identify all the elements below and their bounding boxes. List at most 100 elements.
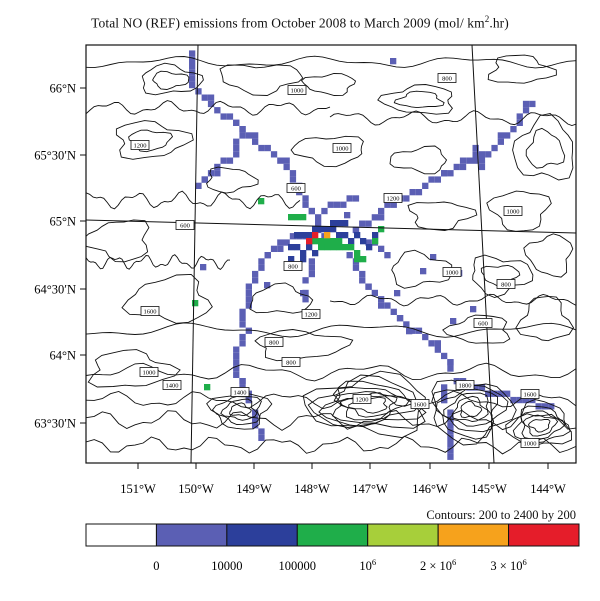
emission-cell: [422, 333, 429, 341]
contour-line: [220, 398, 258, 421]
emission-cell: [447, 434, 454, 441]
colorbar-segment: [85, 523, 157, 547]
contour-value-label: 800: [442, 75, 452, 82]
emission-cell: [541, 403, 549, 410]
contour-line: [389, 145, 448, 175]
emission-cell: [372, 232, 379, 239]
emission-cell: [200, 264, 207, 271]
contour-line: [219, 64, 304, 96]
emission-cell: [277, 245, 284, 252]
emission-cell: [378, 214, 385, 221]
contour-value-box: 1000: [332, 143, 352, 153]
emission-cell: [447, 409, 454, 416]
contour-value-box: 1600: [520, 389, 540, 399]
lon-label: 145°W: [471, 482, 507, 496]
lon-label: 148°W: [294, 482, 330, 496]
emission-cell: [478, 163, 486, 171]
lat-label: 64°30′N: [34, 283, 76, 297]
emission-cell: [378, 207, 385, 215]
emission-cell: [472, 144, 479, 152]
contour-value-label: 1000: [291, 87, 304, 94]
emission-cell: [434, 176, 441, 183]
emission-cell: [340, 201, 347, 208]
emission-cell: [491, 390, 498, 397]
emission-cell: [315, 214, 322, 221]
emission-cell: [189, 75, 196, 82]
emission-cell: [252, 138, 259, 145]
emission-cell: [258, 198, 265, 205]
contour-line: [431, 384, 509, 440]
emission-cell: [384, 201, 391, 208]
contour-value-box: 800: [283, 261, 303, 271]
graticule-lines: [86, 45, 576, 463]
contour-line: [472, 254, 534, 298]
emission-cell: [302, 201, 309, 208]
emission-cell: [346, 195, 353, 202]
emission-cell: [245, 283, 252, 290]
emission-cell: [529, 100, 536, 108]
emission-cell: [189, 56, 196, 63]
emission-cell: [264, 252, 271, 259]
emission-cell: [312, 238, 319, 245]
emission-cell: [300, 214, 307, 221]
contour-line: [460, 400, 483, 419]
contour-line: [443, 392, 493, 427]
contour-value-box: 1000: [287, 85, 307, 95]
emission-cell: [252, 277, 259, 284]
contour-line: [307, 374, 426, 429]
latitude-axis: 66°N 65°30′N 65°N 64°30′N 64°N 63°30′N: [34, 82, 86, 431]
contour-line: [86, 362, 576, 382]
emission-cell: [214, 107, 221, 114]
emission-cell: [428, 340, 435, 347]
contour-value-box: 800: [264, 337, 284, 347]
emission-cell: [390, 308, 397, 315]
contour-value-box: 1600: [410, 399, 430, 409]
emission-cell: [239, 315, 246, 322]
contour-value-box: 1200: [383, 193, 403, 203]
emission-cell: [245, 296, 252, 303]
contour-lines: [86, 54, 576, 455]
emission-cell: [233, 151, 240, 158]
emission-cell: [258, 264, 265, 271]
contour-value-box: 600: [175, 220, 195, 230]
contour-line: [512, 405, 571, 444]
emission-cell: [348, 244, 355, 251]
emission-cell: [430, 254, 437, 261]
meridian-line: [190, 45, 199, 463]
colorbar-tick-label: 106: [359, 557, 376, 573]
emission-cell: [239, 321, 246, 328]
emission-cell: [510, 396, 517, 404]
emission-cell: [390, 58, 397, 65]
emission-cell: [330, 226, 337, 233]
emission-cell: [342, 244, 349, 251]
emission-cell: [239, 126, 246, 133]
emission-cell: [300, 250, 307, 257]
emission-cell: [318, 226, 325, 233]
contour-value-label: 1000: [336, 145, 349, 152]
contour-line: [206, 166, 259, 194]
emission-cell: [378, 245, 385, 252]
emission-cell: [510, 126, 517, 133]
emission-cell: [453, 163, 460, 171]
emission-cell: [472, 151, 479, 158]
emission-cell: [472, 157, 479, 164]
emission-cell: [239, 340, 246, 347]
map-frame: [85, 44, 577, 464]
emission-cell: [409, 189, 416, 196]
emission-cell: [378, 296, 385, 303]
emission-cell: [318, 244, 325, 251]
emission-cell: [220, 157, 227, 164]
emission-cell: [300, 290, 307, 297]
contour-value-label: 1600: [144, 308, 157, 315]
emission-cell: [359, 270, 366, 278]
emission-cell: [289, 170, 297, 177]
emission-cell: [264, 144, 271, 152]
contour-line: [86, 219, 150, 263]
emission-cell: [288, 244, 295, 251]
contour-line: [86, 100, 331, 116]
emission-cell: [470, 306, 477, 313]
emission-cell: [459, 163, 467, 171]
emission-cell: [447, 170, 454, 177]
emission-cell: [504, 390, 511, 397]
